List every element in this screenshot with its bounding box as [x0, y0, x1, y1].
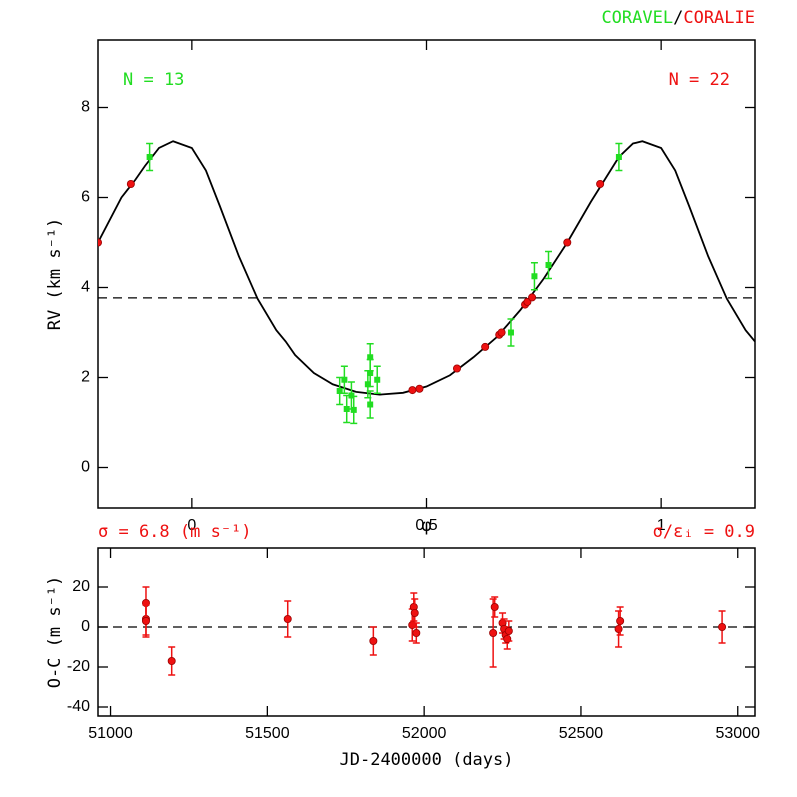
y-tick-label: 6	[81, 189, 90, 206]
annotation: σ = 6.8 (m s⁻¹)	[98, 522, 252, 542]
point	[453, 364, 462, 373]
x-tick-label: 51000	[88, 725, 133, 742]
x-axis-label: φ	[421, 516, 431, 536]
point	[504, 627, 513, 636]
point	[336, 388, 343, 394]
point	[141, 617, 150, 626]
y-tick-label: 0	[81, 618, 90, 635]
point	[350, 406, 357, 413]
plot-frame	[97, 547, 756, 717]
x-axis-label: JD-2400000 (days)	[340, 750, 514, 770]
point	[507, 329, 514, 336]
plot-area	[98, 140, 755, 425]
point	[367, 370, 374, 376]
point	[374, 376, 381, 383]
point	[614, 625, 623, 634]
y-tick-label: 2	[81, 369, 90, 386]
point	[369, 637, 378, 646]
point	[410, 609, 419, 618]
annotation: σ/εᵢ = 0.9	[653, 522, 755, 542]
point	[367, 354, 374, 361]
point	[615, 154, 622, 160]
point	[490, 603, 499, 612]
y-tick-label: 8	[81, 99, 90, 116]
legend-separator: /	[673, 8, 683, 28]
y-tick-label: -40	[67, 698, 90, 715]
legend-entry: CORALIE	[683, 8, 755, 28]
point	[408, 386, 417, 395]
y-tick-label: 4	[81, 279, 90, 296]
plot-area	[141, 586, 727, 676]
x-tick-label: 0	[187, 517, 196, 534]
y-axis-label: O-C (m s⁻¹)	[45, 576, 65, 689]
model-curve	[98, 140, 755, 396]
point	[367, 401, 374, 408]
point	[364, 381, 371, 388]
x-tick-label: 1	[657, 517, 666, 534]
x-tick-label: 0.5	[415, 517, 437, 534]
point	[531, 273, 538, 280]
point	[718, 623, 727, 632]
point	[616, 617, 625, 626]
plot-frame	[97, 39, 756, 509]
point	[126, 179, 135, 188]
x-tick-label: 53000	[716, 725, 761, 742]
point	[545, 262, 552, 268]
point	[167, 657, 176, 666]
point	[481, 342, 490, 351]
point	[283, 615, 292, 624]
y-tick-label: 0	[81, 459, 90, 476]
y-tick-label: 20	[72, 578, 90, 595]
annotation: N = 13	[123, 70, 184, 90]
y-axis-label: RV (km s⁻¹)	[45, 218, 65, 331]
point	[497, 328, 506, 337]
point	[489, 629, 498, 638]
point	[348, 392, 355, 399]
point	[528, 293, 537, 302]
point	[412, 629, 421, 638]
legend: CORAVEL/CORALIE	[601, 8, 755, 28]
legend-entry: CORAVEL	[601, 8, 673, 28]
x-tick-label: 52500	[559, 725, 604, 742]
x-tick-label: 52000	[402, 725, 447, 742]
point	[341, 376, 348, 383]
x-tick-label: 51500	[245, 725, 290, 742]
y-tick-label: -20	[67, 658, 90, 675]
point	[146, 154, 153, 160]
point	[98, 238, 102, 247]
point	[343, 406, 350, 412]
point	[596, 179, 605, 188]
annotation: N = 22	[669, 70, 730, 90]
point	[563, 238, 572, 247]
point	[415, 384, 424, 393]
